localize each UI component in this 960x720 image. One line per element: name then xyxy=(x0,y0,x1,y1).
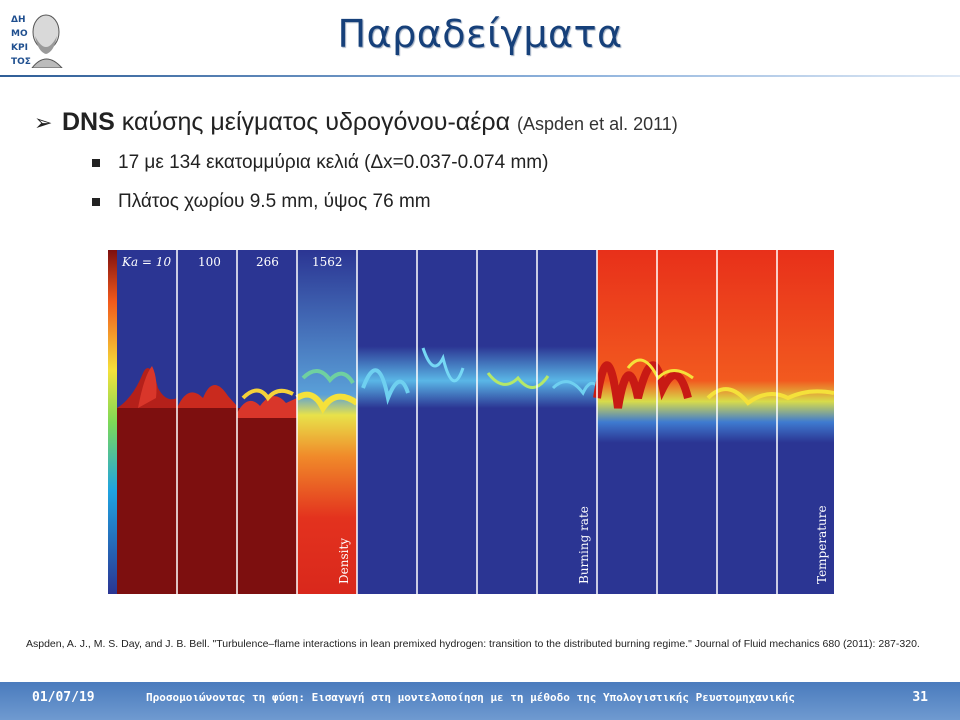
title-divider xyxy=(0,75,960,77)
svg-text:ΚΡΙ: ΚΡΙ xyxy=(11,43,28,53)
main-bullet-text: καύσης μείγματος υδρογόνου-αέρα xyxy=(114,108,518,136)
arrow-bullet-icon: ➢ xyxy=(34,110,53,135)
sub-bullet: 17 με 134 εκατομμύρια κελιά (Δx=0.037-0.… xyxy=(92,152,549,174)
panel-dividers xyxy=(176,250,778,594)
sub-bullet-text: 17 με 134 εκατομμύρια κελιά (Δx=0.037-0.… xyxy=(118,152,549,173)
footer-date: 01/07/19 xyxy=(32,690,95,705)
ka-label-1: Ka = 10 xyxy=(121,255,171,269)
square-bullet-icon xyxy=(92,159,100,167)
footer-title: Προσομοιώνοντας τη φύση: Εισαγωγή στη μο… xyxy=(146,691,796,704)
density-panels xyxy=(117,250,359,594)
sub-bullet-text: Πλάτος χωρίου 9.5 mm, ύψος 76 mm xyxy=(118,191,431,212)
svg-text:ΔΗ: ΔΗ xyxy=(11,15,26,25)
footer-bar: 01/07/19 Προσομοιώνοντας τη φύση: Εισαγω… xyxy=(0,682,960,720)
main-bullet-bold: DNS xyxy=(62,108,115,136)
ka-label-3: 266 xyxy=(256,255,279,269)
ka-label-4: 1562 xyxy=(312,255,343,269)
colorbar xyxy=(108,250,117,594)
density-label: Density xyxy=(337,538,351,584)
temperature-label: Temperature xyxy=(815,505,829,584)
temperature-panels xyxy=(593,250,834,594)
slide-title: Παραδείγματα xyxy=(337,12,623,56)
main-bullet: ➢ DNS καύσης μείγματος υδρογόνου-αέρα (A… xyxy=(34,108,678,137)
square-bullet-icon xyxy=(92,198,100,206)
ka-label-2: 100 xyxy=(198,255,221,269)
dns-flame-figure: Ka = 10 100 266 1562 Density Burning rat… xyxy=(108,250,834,594)
burning-rate-label: Burning rate xyxy=(577,506,591,584)
citation-reference: Aspden, A. J., M. S. Day, and J. B. Bell… xyxy=(26,638,920,650)
svg-text:ΜΟ: ΜΟ xyxy=(11,29,28,39)
svg-text:ΤΟΣ: ΤΟΣ xyxy=(11,57,31,67)
democritus-bust-logo-icon: ΔΗ ΜΟ ΚΡΙ ΤΟΣ xyxy=(8,6,64,68)
sub-bullet: Πλάτος χωρίου 9.5 mm, ύψος 76 mm xyxy=(92,191,431,213)
page-number: 31 xyxy=(912,690,928,705)
main-bullet-citation: (Aspden et al. 2011) xyxy=(517,114,678,134)
